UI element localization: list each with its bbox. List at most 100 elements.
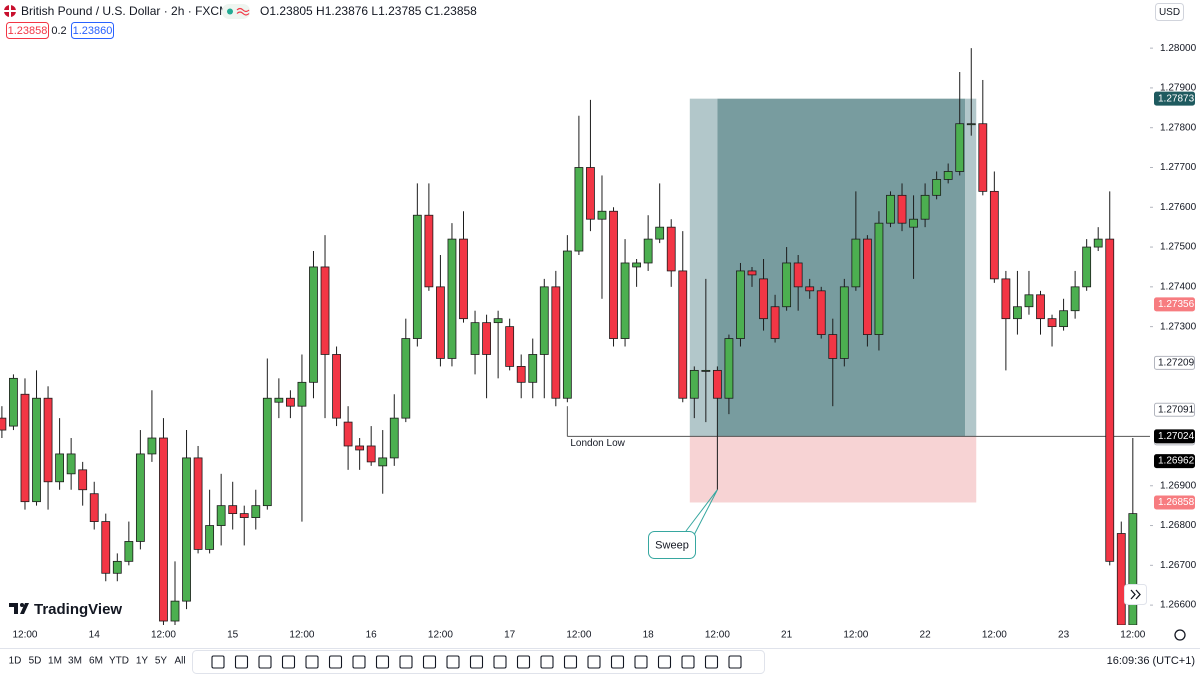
candle-body — [332, 354, 341, 419]
toolbar-icon[interactable] — [587, 655, 601, 669]
price-tag-label: 1.26858 — [1158, 497, 1195, 508]
x-tick-label: 23 — [1058, 630, 1070, 641]
candle-body — [609, 210, 618, 339]
period-button[interactable]: 6M — [89, 656, 103, 667]
candle-body — [205, 525, 215, 550]
period-button[interactable]: 5D — [29, 656, 42, 667]
candle-body — [1093, 238, 1103, 248]
candle-body — [747, 270, 757, 276]
toolbar-icon[interactable] — [328, 655, 343, 669]
toolbar-icon[interactable] — [563, 655, 578, 669]
price-tag-label: 1.26962 — [1158, 456, 1195, 467]
candle-body — [551, 286, 561, 399]
sell-button[interactable] — [6, 22, 49, 39]
period-button[interactable]: 1D — [9, 656, 22, 667]
toolbar-icon[interactable] — [258, 655, 272, 669]
toolbar-icon[interactable] — [634, 655, 648, 669]
toolbar-icon[interactable] — [610, 655, 625, 669]
candle-body — [459, 238, 468, 320]
settings-icon[interactable] — [1174, 629, 1186, 641]
price-tag-label: 1.27091 — [1158, 404, 1195, 415]
toolbar-icon[interactable] — [469, 655, 484, 669]
candle-body — [193, 457, 203, 550]
candle-body — [424, 214, 434, 288]
candle-body — [920, 194, 930, 220]
candle-body — [1013, 306, 1022, 320]
buy-button[interactable] — [71, 22, 114, 39]
toolbar-icon[interactable] — [728, 655, 742, 669]
y-tick-label: 1.26600 — [1160, 600, 1197, 611]
candle-body — [874, 222, 884, 335]
candle-body — [66, 453, 76, 475]
flag-icon-cross — [4, 5, 16, 17]
candle-body — [528, 354, 538, 383]
candle-body — [78, 469, 88, 491]
toolbar-icon[interactable] — [399, 655, 413, 669]
candle-body — [1116, 533, 1126, 625]
candle-body — [562, 250, 572, 399]
y-tick-label: 1.28000 — [1160, 43, 1197, 54]
period-button[interactable]: 3M — [68, 656, 82, 667]
currency: USD — [1159, 7, 1180, 18]
candle-body — [839, 286, 849, 359]
logo-icon — [9, 603, 29, 614]
status-badge — [222, 4, 250, 19]
toolbar-icon[interactable] — [493, 655, 507, 669]
candle-body — [712, 369, 722, 399]
candle-body — [539, 286, 549, 355]
candle-body — [955, 123, 965, 172]
candle-body — [436, 286, 445, 359]
candle-body — [412, 214, 422, 339]
toolbar-icon[interactable] — [704, 655, 719, 669]
x-tick-label: 12:00 — [982, 630, 1007, 641]
toolbar-icon[interactable] — [516, 655, 531, 669]
candle-body — [112, 560, 122, 574]
candle-body — [482, 322, 491, 355]
currency-button[interactable] — [1155, 3, 1184, 21]
toolbar-icon[interactable] — [234, 655, 249, 669]
candle-body — [0, 417, 7, 431]
candle-body — [389, 417, 399, 459]
candle-body — [135, 453, 145, 542]
period-button[interactable]: 5Y — [155, 656, 168, 667]
toolbar-icon[interactable] — [352, 655, 366, 669]
candle-body — [724, 338, 734, 399]
period-button[interactable]: All — [174, 656, 185, 667]
x-tick-label: 15 — [227, 630, 239, 641]
logo-text: TradingView — [34, 601, 122, 618]
toolbar-icon[interactable] — [446, 655, 460, 669]
target-zone — [717, 98, 966, 437]
candle-body — [297, 381, 307, 407]
candle-body — [355, 445, 365, 451]
period-button[interactable]: 1M — [48, 656, 62, 667]
toolbar-icon[interactable] — [422, 655, 437, 669]
period-button[interactable]: YTD — [109, 656, 129, 667]
toolbar-icon[interactable] — [375, 655, 390, 669]
y-tick-label: 1.26900 — [1160, 480, 1197, 491]
toolbar-icon[interactable] — [657, 655, 672, 669]
y-tick-label: 1.27700 — [1160, 162, 1197, 173]
x-tick-label: 12:00 — [843, 630, 868, 641]
price-tag-label: 1.27873 — [1158, 93, 1195, 104]
toolbar-icon[interactable] — [540, 655, 554, 669]
toolbar-icon[interactable] — [281, 655, 296, 669]
toolbar-icon[interactable] — [211, 655, 225, 669]
candle-body — [20, 393, 30, 503]
candle-body — [32, 397, 41, 503]
period-button[interactable]: 1Y — [136, 656, 149, 667]
toolbar-icon[interactable] — [681, 655, 695, 669]
price-tag — [1154, 454, 1195, 469]
clock: 16:09:36 (UTC+1) — [1107, 655, 1195, 667]
candle-body — [55, 453, 64, 483]
y-tick-label: 1.27900 — [1160, 83, 1197, 94]
candle-body — [678, 270, 688, 399]
candle-body — [309, 266, 318, 383]
toolbar-icon[interactable] — [305, 655, 319, 669]
candle-body — [782, 262, 792, 308]
stop-zone — [689, 436, 977, 503]
candle-body — [447, 238, 457, 359]
candle-body — [505, 326, 515, 367]
symbol-title[interactable]: British Pound / U.S. Dollar · 2h · FXCM — [21, 4, 229, 18]
candle-body — [182, 457, 191, 602]
